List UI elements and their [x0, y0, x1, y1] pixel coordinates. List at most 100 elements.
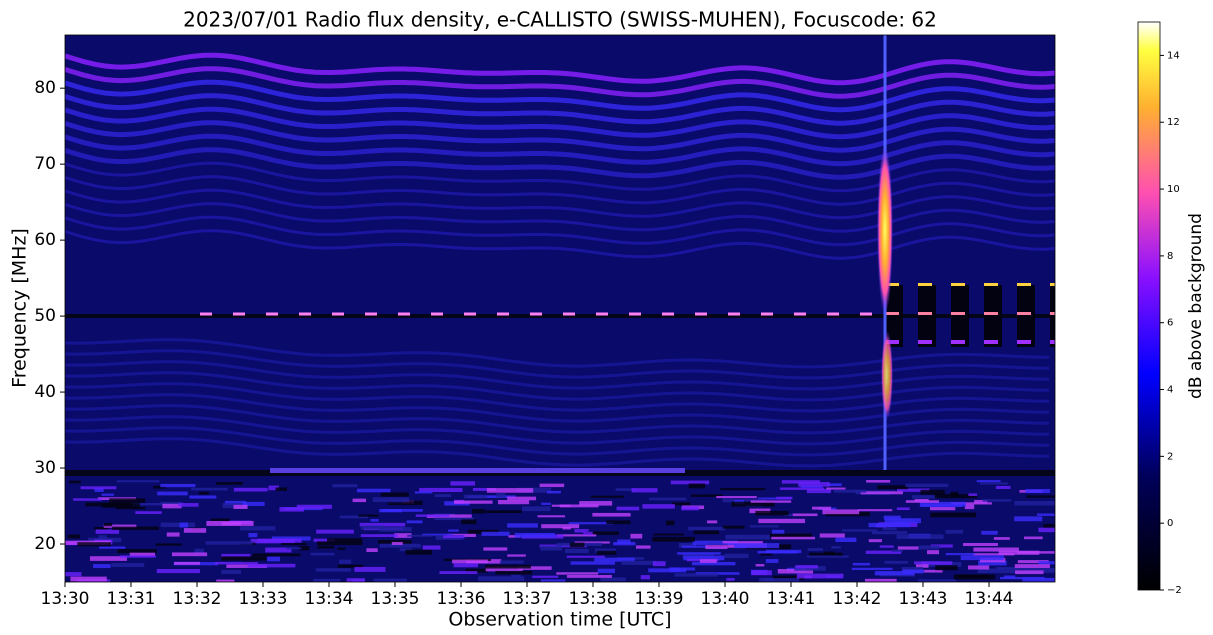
texture	[958, 575, 990, 578]
texture	[487, 488, 533, 493]
x-tick-label: 13:38	[569, 589, 618, 609]
texture	[1017, 285, 1035, 347]
texture	[700, 559, 717, 563]
texture	[930, 513, 976, 518]
texture	[337, 548, 345, 550]
texture	[448, 529, 459, 531]
texture	[556, 572, 598, 574]
texture	[281, 543, 307, 545]
texture	[597, 551, 617, 555]
chart: 2023/07/01 Radio flux density, e-CALLIST…	[0, 0, 1213, 635]
texture	[382, 509, 423, 512]
texture	[919, 545, 939, 549]
texture	[374, 579, 407, 584]
texture	[760, 553, 772, 555]
texture	[807, 556, 849, 558]
texture	[452, 560, 488, 564]
x-tick-label: 13:30	[41, 589, 90, 609]
texture	[485, 565, 531, 569]
texture	[1015, 564, 1050, 568]
texture	[853, 563, 870, 566]
texture	[1050, 312, 1064, 315]
texture	[435, 494, 452, 497]
texture	[167, 532, 180, 536]
texture	[102, 494, 114, 496]
texture	[461, 519, 476, 524]
colorbar-tick-label: 8	[1167, 251, 1173, 262]
texture	[1017, 283, 1031, 286]
texture	[694, 530, 719, 534]
texture	[317, 541, 363, 545]
texture	[812, 507, 831, 510]
texture	[865, 579, 897, 583]
texture	[716, 496, 756, 498]
texture	[1017, 312, 1031, 315]
texture	[984, 283, 998, 286]
texture	[327, 538, 362, 542]
texture	[454, 501, 492, 504]
texture	[332, 484, 357, 487]
x-tick-label: 13:42	[833, 589, 882, 609]
texture	[835, 538, 856, 542]
x-tick-label: 13:35	[371, 589, 420, 609]
texture	[858, 509, 892, 511]
texture	[591, 496, 624, 498]
texture	[486, 510, 522, 513]
texture	[253, 553, 301, 556]
texture	[423, 545, 441, 549]
texture	[983, 499, 1012, 501]
texture	[648, 568, 686, 572]
texture	[339, 560, 351, 564]
texture	[279, 507, 304, 512]
texture	[93, 564, 111, 568]
texture	[538, 515, 566, 517]
texture	[996, 567, 1015, 570]
x-tick-label: 13:31	[107, 589, 156, 609]
texture	[1026, 495, 1059, 497]
texture	[416, 514, 450, 516]
x-tick-label: 13:34	[305, 589, 354, 609]
texture	[892, 550, 903, 552]
texture	[946, 553, 975, 555]
texture	[951, 312, 965, 315]
texture	[316, 530, 354, 534]
texture	[951, 285, 969, 347]
texture	[522, 506, 551, 511]
texture	[666, 521, 674, 526]
y-tick-label: 70	[34, 154, 56, 174]
x-tick-label: 13:37	[503, 589, 552, 609]
colorbar	[1138, 22, 1160, 590]
texture	[725, 535, 770, 540]
texture	[199, 492, 209, 495]
texture	[641, 575, 650, 579]
texture	[965, 504, 974, 509]
y-tick-label: 40	[34, 382, 56, 402]
x-tick-label: 13:33	[239, 589, 288, 609]
texture	[885, 518, 921, 523]
texture	[373, 497, 409, 502]
texture	[796, 565, 818, 568]
texture	[1038, 528, 1067, 533]
y-tick-label: 80	[34, 78, 56, 98]
texture	[780, 487, 824, 489]
texture	[1050, 283, 1064, 286]
texture	[984, 312, 998, 315]
texture	[571, 561, 615, 564]
texture	[918, 312, 932, 315]
texture	[906, 500, 939, 503]
texture	[905, 484, 948, 487]
texture	[450, 481, 475, 485]
y-tick-label: 60	[34, 230, 56, 250]
y-tick-label: 20	[34, 534, 56, 554]
texture	[443, 535, 465, 538]
texture	[600, 577, 625, 581]
texture	[670, 568, 679, 573]
texture	[963, 543, 998, 546]
texture	[822, 509, 859, 514]
texture	[532, 576, 558, 578]
texture	[930, 507, 955, 510]
texture	[598, 569, 615, 573]
texture	[407, 520, 423, 523]
texture	[65, 314, 1055, 318]
texture	[206, 541, 253, 544]
